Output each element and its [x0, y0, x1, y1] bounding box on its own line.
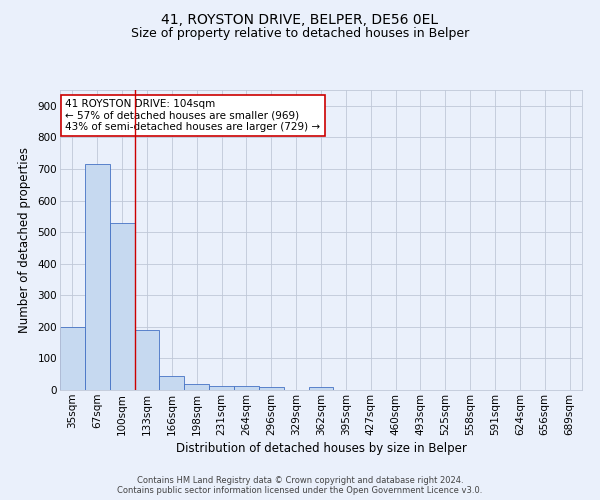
Text: 41 ROYSTON DRIVE: 104sqm
← 57% of detached houses are smaller (969)
43% of semi-: 41 ROYSTON DRIVE: 104sqm ← 57% of detach… — [65, 99, 320, 132]
Bar — [60, 327, 85, 390]
Bar — [110, 222, 134, 390]
Y-axis label: Number of detached properties: Number of detached properties — [17, 147, 31, 333]
Text: Contains HM Land Registry data © Crown copyright and database right 2024.
Contai: Contains HM Land Registry data © Crown c… — [118, 476, 482, 495]
Text: Size of property relative to detached houses in Belper: Size of property relative to detached ho… — [131, 28, 469, 40]
X-axis label: Distribution of detached houses by size in Belper: Distribution of detached houses by size … — [176, 442, 466, 455]
Text: 41, ROYSTON DRIVE, BELPER, DE56 0EL: 41, ROYSTON DRIVE, BELPER, DE56 0EL — [161, 12, 439, 26]
Bar — [209, 386, 234, 390]
Bar — [308, 388, 334, 390]
Bar — [234, 386, 259, 390]
Bar — [85, 164, 110, 390]
Bar — [259, 388, 284, 390]
Bar — [134, 330, 160, 390]
Bar — [160, 376, 184, 390]
Bar — [184, 384, 209, 390]
